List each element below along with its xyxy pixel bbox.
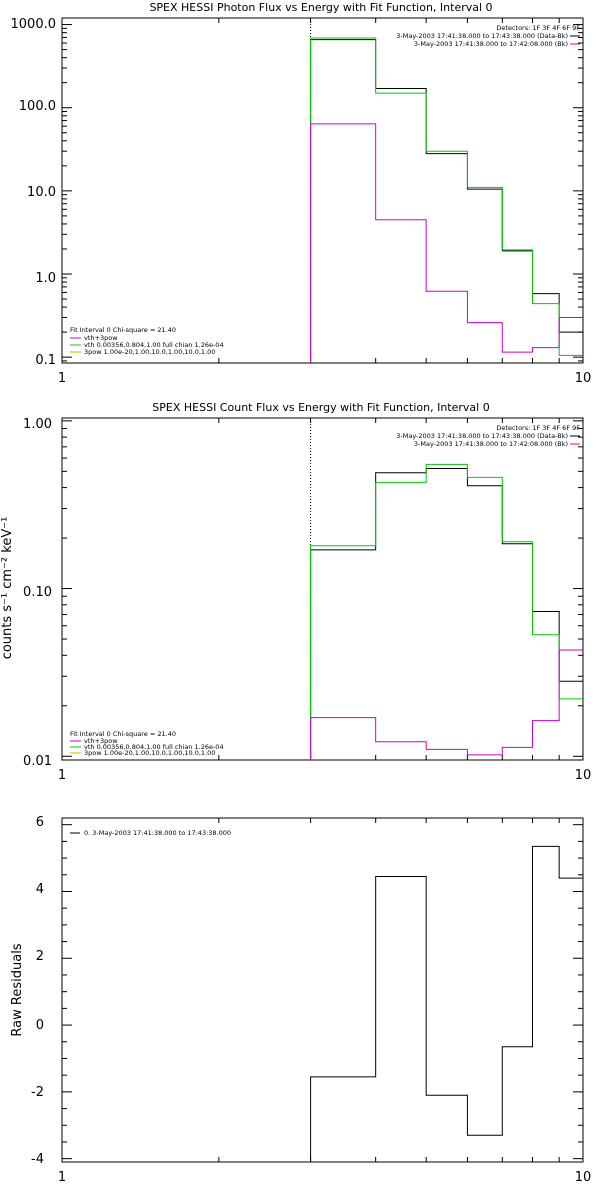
panel3-ytick-label-m2: -2 — [31, 1085, 44, 1100]
panel2-fit-entry-2: 3pow 1.00e-20,1.00,10.0,1.00,10.0,1.00 — [84, 749, 215, 757]
panel2-series — [310, 463, 583, 760]
residuals-panel: 6 4 2 0 -2 -4 1 10 Raw Residuals 0. 3-Ma… — [10, 815, 591, 1185]
panel3-xtick-label-1: 1 — [58, 1170, 66, 1185]
panel1-ytick-label-1: 1.0 — [35, 271, 56, 286]
panel1-legend-entry-data: 3-May-2003 17:41:38.000 to 17:43:38.000 … — [396, 32, 568, 40]
series-2-steps — [310, 649, 583, 760]
panel2-legend-header: Detectors: 1F 3F 4F 6F 9F — [496, 424, 580, 432]
panel1-x-ticks — [61, 18, 584, 363]
panel3-ytick-label-4: 4 — [36, 882, 44, 897]
photon-flux-panel: SPEX HESSI Photon Flux vs Energy with Fi… — [11, 1, 592, 386]
panel3-frame — [61, 817, 584, 1163]
series-0-steps — [310, 39, 583, 363]
series-0-steps — [310, 467, 583, 760]
panel3-ytick-label-6: 6 — [36, 815, 44, 830]
panel3-ytick-label-0: 0 — [36, 1018, 44, 1033]
panel2-legend-entry-data: 3-May-2003 17:41:38.000 to 17:43:38.000 … — [396, 432, 568, 440]
panel1-fit-header: Fit Interval 0 Chi-square = 21.40 — [70, 326, 176, 334]
panel1-legend-bottom: Fit Interval 0 Chi-square = 21.40 vth+3p… — [70, 326, 224, 356]
panel2-fit-entry-0: vth+3pow — [84, 737, 118, 745]
panel3-ytick-label-m4: -4 — [31, 1152, 44, 1167]
panel1-fit-entry-1: vth 0.00356,0.804,1.00 full chian 1.26e-… — [84, 341, 224, 349]
panel1-legend-top: Detectors: 1F 3F 4F 6F 9F 3-May-2003 17:… — [396, 24, 580, 48]
panel1-ytick-label-1000: 1000.0 — [11, 17, 57, 32]
panel1-fit-entry-0: vth+3pow — [84, 334, 118, 342]
panel2-legend-entry-bk: 3-May-2003 17:41:38.000 to 17:42:08.000 … — [414, 440, 568, 448]
panel2-xtick-label-10: 10 — [575, 768, 592, 783]
panel1-series — [310, 37, 583, 363]
panel2-legend-top: Detectors: 1F 3F 4F 6F 9F 3-May-2003 17:… — [396, 424, 580, 448]
series-0-steps — [310, 845, 583, 1162]
panel2-ytick-label-0-01: 0.01 — [23, 754, 52, 769]
panel1-frame — [61, 17, 584, 364]
panel3-legend-entry: 0. 3-May-2003 17:41:38.000 to 17:43:38.0… — [84, 829, 231, 837]
panel3-ytick-label-2: 2 — [36, 949, 44, 964]
panel1-xtick-label-10: 10 — [575, 371, 592, 386]
panel2-title: SPEX HESSI Count Flux vs Energy with Fit… — [152, 401, 489, 414]
panel1-title: SPEX HESSI Photon Flux vs Energy with Fi… — [149, 1, 492, 14]
panel3-legend: 0. 3-May-2003 17:41:38.000 to 17:43:38.0… — [70, 829, 231, 837]
panel3-x-ticks — [61, 818, 584, 1162]
panel3-series — [310, 845, 583, 1162]
panel1-ytick-label-100: 100.0 — [19, 99, 56, 114]
panel2-x-ticks — [61, 418, 584, 760]
panel2-ytick-label-1: 1.00 — [23, 417, 52, 432]
panel1-legend-header: Detectors: 1F 3F 4F 6F 9F — [496, 24, 580, 32]
count-flux-panel: SPEX HESSI Count Flux vs Energy with Fit… — [0, 401, 591, 783]
panel2-frame — [61, 417, 584, 761]
panel3-y-ticks — [62, 824, 583, 1160]
panel2-legend-bottom: Fit Interval 0 Chi-square = 21.40 vth+3p… — [70, 730, 224, 757]
panel2-y-ticks — [62, 420, 583, 757]
panel1-legend-entry-bk: 3-May-2003 17:41:38.000 to 17:42:08.000 … — [414, 40, 568, 48]
panel2-fit-entry-1: vth 0.00356,0.804,1.00 full chian 1.26e-… — [84, 743, 224, 751]
panel2-xtick-label-1: 1 — [58, 768, 66, 783]
series-2-steps — [310, 123, 583, 363]
series-1-steps — [310, 463, 583, 760]
panel3-y-axis-label: Raw Residuals — [10, 943, 25, 1036]
panel1-y-ticks — [62, 24, 583, 362]
panel1-ytick-label-10: 10.0 — [27, 185, 56, 200]
panel2-ytick-label-0-1: 0.10 — [23, 585, 52, 600]
panel1-fit-entry-2: 3pow 1.00e-20,1.00,10.0,1.00,10.0,1.00 — [84, 348, 215, 356]
panel1-ytick-label-0-1: 0.1 — [35, 353, 56, 368]
panel1-xtick-label-1: 1 — [58, 371, 66, 386]
series-1-steps — [310, 37, 583, 363]
panel2-y-axis-label: counts s⁻¹ cm⁻² keV⁻¹ — [0, 517, 15, 660]
panel2-fit-header: Fit Interval 0 Chi-square = 21.40 — [70, 730, 176, 738]
panel3-xtick-label-10: 10 — [575, 1170, 592, 1185]
